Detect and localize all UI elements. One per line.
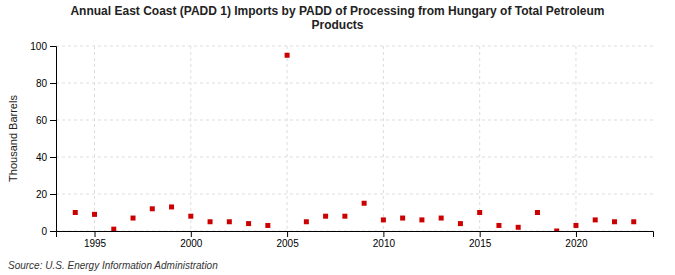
- point: [342, 214, 347, 219]
- source: Source: U.S. Energy Information Administ…: [8, 260, 218, 271]
- grid-line-x: [190, 46, 191, 231]
- point: [381, 217, 386, 222]
- y-tick: 20: [36, 189, 56, 200]
- point: [458, 221, 463, 226]
- x-tick: 2010: [373, 231, 396, 249]
- point: [439, 216, 444, 221]
- y-tick: 60: [36, 115, 56, 126]
- x-tick-mark: [95, 231, 96, 237]
- x-tick-label: 2015: [469, 238, 492, 249]
- y-tick: 80: [36, 78, 56, 89]
- grid-line-x: [575, 46, 576, 231]
- x-tick-mark: [480, 231, 481, 237]
- point: [111, 227, 116, 231]
- y-axis-title: Thousand Barrels: [7, 95, 19, 182]
- y-tick-mark: [50, 231, 56, 232]
- x-tick-mark: [191, 231, 192, 237]
- y-tick-mark: [50, 83, 56, 84]
- title: Annual East Coast (PADD 1) Imports by PA…: [70, 4, 604, 32]
- y-tick: 40: [36, 152, 56, 163]
- point: [304, 219, 309, 224]
- point: [246, 221, 251, 226]
- point: [554, 229, 559, 232]
- point: [265, 223, 270, 228]
- x-tick-label: 2010: [373, 238, 396, 249]
- chart: Annual East Coast (PADD 1) Imports by PA…: [0, 0, 675, 275]
- point: [131, 216, 136, 221]
- y-tick: 0: [41, 226, 56, 237]
- y-tick-mark: [50, 46, 56, 47]
- grid-line-y: [56, 120, 653, 121]
- point: [188, 214, 193, 219]
- grid-line-x: [287, 46, 288, 231]
- x-tick-mark: [287, 231, 288, 237]
- plot: 1995 2000 2005 2010 2015 2020 0 20 40 60 80 100: [30, 41, 653, 249]
- y-axis: 0 20 40 60 80 100: [30, 41, 56, 237]
- grid-line-x: [479, 46, 480, 231]
- point: [477, 210, 482, 215]
- grid: [56, 46, 653, 231]
- point: [516, 225, 521, 230]
- point: [593, 217, 598, 222]
- point: [612, 219, 617, 224]
- point: [496, 223, 501, 228]
- points: [73, 53, 636, 231]
- y-tick-label: 100: [30, 41, 47, 52]
- title-line: Annual East Coast (PADD 1) Imports by PA…: [70, 4, 604, 18]
- point: [92, 212, 97, 217]
- x-tick: 2000: [180, 231, 203, 249]
- grid-line-x: [94, 46, 95, 231]
- point: [400, 216, 405, 221]
- y-tick-label: 40: [36, 152, 48, 163]
- point: [208, 219, 213, 224]
- point: [419, 217, 424, 222]
- x-tick-label: 2000: [180, 238, 203, 249]
- grid-line-y: [56, 157, 653, 158]
- point: [227, 219, 232, 224]
- point: [535, 210, 540, 215]
- grid-line-y: [56, 46, 653, 47]
- point: [573, 223, 578, 228]
- y-tick-label: 0: [41, 226, 47, 237]
- x-tick: 1995: [84, 231, 107, 249]
- point: [285, 53, 290, 58]
- x-tick: 2015: [469, 231, 492, 249]
- y-tick-label: 60: [36, 115, 48, 126]
- y-tick-mark: [50, 120, 56, 121]
- x-tick: 2020: [565, 231, 588, 249]
- point: [362, 201, 367, 206]
- point: [323, 214, 328, 219]
- y-axis-line: [50, 47, 57, 232]
- x-tick-label: 2020: [565, 238, 588, 249]
- point: [150, 206, 155, 211]
- grid-line-y: [56, 194, 653, 195]
- grid-line-x: [383, 46, 384, 231]
- point: [169, 204, 174, 209]
- y-tick-label: 20: [36, 189, 48, 200]
- x-tick-label: 1995: [84, 238, 107, 249]
- point: [631, 219, 636, 224]
- y-tick-label: 80: [36, 78, 48, 89]
- point: [73, 210, 78, 215]
- x-axis-line: [57, 232, 654, 238]
- title-line: Products: [311, 18, 363, 32]
- x-axis: 1995 2000 2005 2010 2015 2020: [57, 231, 654, 249]
- x-tick: 2005: [276, 231, 299, 249]
- grid-line-y: [56, 83, 653, 84]
- y-tick-mark: [50, 157, 56, 158]
- x-tick-mark: [383, 231, 384, 237]
- y-tick: 100: [30, 41, 56, 52]
- y-tick-mark: [50, 194, 56, 195]
- x-tick-mark: [576, 231, 577, 237]
- x-tick-label: 2005: [276, 238, 299, 249]
